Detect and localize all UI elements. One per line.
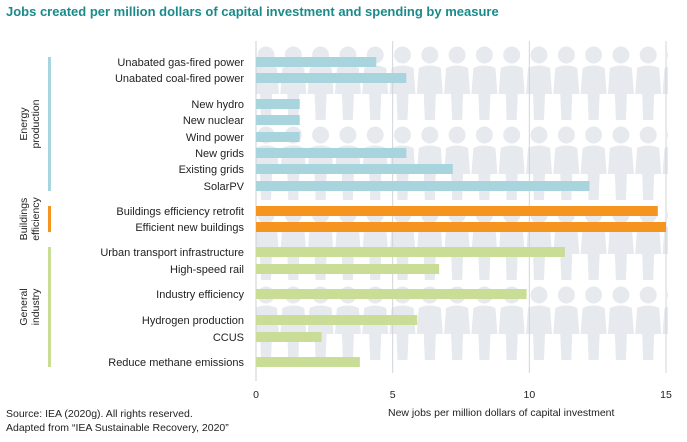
source-line: Source: IEA (2020g). All rights reserved… — [6, 408, 193, 420]
bar — [256, 289, 527, 299]
person-figure — [526, 206, 552, 280]
category-label: New hydro — [191, 99, 244, 111]
category-label: New grids — [195, 148, 244, 160]
person-figure — [498, 46, 525, 120]
person-figure — [471, 126, 498, 200]
person-figure — [526, 286, 552, 360]
bar — [256, 57, 377, 67]
x-axis-label: New jobs per million dollars of capital … — [388, 407, 615, 419]
adapted-line: Adapted from “IEA Sustainable Recovery, … — [6, 422, 229, 434]
bar — [256, 264, 440, 274]
person-figure — [580, 46, 607, 120]
x-tick-labels: 0 5 10 15 — [253, 389, 672, 401]
person-figure — [498, 206, 525, 280]
category-labels: Unabated gas-fired power Unabated coal-fi… — [100, 57, 244, 369]
category-label: Buildings efficiency retrofit — [116, 206, 244, 218]
bar — [256, 73, 407, 83]
person-figure — [444, 46, 471, 120]
x-tick-label: 0 — [253, 389, 259, 401]
person-figure — [526, 126, 552, 200]
person-figure — [662, 211, 668, 254]
person-figure — [444, 126, 471, 200]
bar — [256, 222, 666, 232]
person-figure — [662, 51, 668, 94]
category-label: SolarPV — [204, 181, 245, 193]
category-label: Hydrogen production — [142, 315, 244, 327]
person-figure — [635, 46, 662, 120]
bar — [256, 99, 300, 109]
person-figure — [635, 126, 662, 200]
bar — [256, 247, 565, 257]
bar — [256, 115, 300, 125]
person-figure — [580, 286, 607, 360]
person-figure — [553, 126, 580, 200]
category-label: Unabated coal-fired power — [115, 73, 244, 85]
person-figure — [607, 126, 634, 200]
category-label: Existing grids — [179, 164, 245, 176]
bar — [256, 164, 453, 174]
source-footer: Source: IEA (2020g). All rights reserved… — [6, 407, 229, 435]
person-figure — [526, 46, 552, 120]
bar — [256, 132, 300, 142]
category-label: Unabated gas-fired power — [117, 57, 244, 69]
bar — [256, 315, 418, 325]
category-label: Efficient new buildings — [135, 222, 244, 234]
person-figure — [389, 46, 416, 120]
person-figure — [607, 206, 634, 280]
person-figure — [580, 126, 607, 200]
group-indicators: Energyproduction Buildingsefficiency Gener… — [18, 57, 51, 367]
x-tick-label: 15 — [660, 389, 672, 401]
person-figure — [635, 206, 662, 280]
person-figure — [553, 46, 580, 120]
group-label: Buildingsefficiency — [18, 196, 42, 240]
category-label: Urban transport infrastructure — [100, 247, 244, 259]
bars — [256, 57, 666, 367]
bar — [256, 332, 322, 342]
group-label: Energyproduction — [18, 99, 42, 148]
person-figure — [498, 126, 525, 200]
category-label: CCUS — [213, 332, 244, 344]
category-label: High-speed rail — [170, 264, 244, 276]
person-figure — [471, 206, 498, 280]
group-indicator-bar — [48, 206, 51, 232]
person-figure — [553, 206, 580, 280]
category-label: Industry efficiency — [156, 289, 244, 301]
bar — [256, 181, 590, 191]
group-indicator-bar — [48, 57, 51, 191]
person-figure — [416, 46, 443, 120]
x-tick-label: 5 — [390, 389, 396, 401]
background-people-figures — [256, 46, 668, 360]
person-figure — [607, 46, 634, 120]
person-figure — [607, 286, 634, 360]
person-figure — [580, 206, 607, 280]
category-label: Reduce methane emissions — [108, 357, 244, 369]
person-figure — [444, 206, 471, 280]
x-tick-label: 10 — [523, 389, 535, 401]
bar — [256, 357, 360, 367]
person-figure — [635, 286, 662, 360]
category-label: Wind power — [186, 132, 244, 144]
person-figure — [553, 286, 580, 360]
bar — [256, 148, 407, 158]
group-indicator-bar — [48, 247, 51, 367]
chart-title: Jobs created per million dollars of capi… — [6, 4, 499, 19]
category-label: New nuclear — [183, 115, 244, 127]
person-figure — [471, 46, 498, 120]
group-label: Generalindustry — [18, 288, 42, 326]
person-figure — [662, 291, 668, 334]
person-figure — [662, 131, 668, 174]
bar — [256, 206, 658, 216]
